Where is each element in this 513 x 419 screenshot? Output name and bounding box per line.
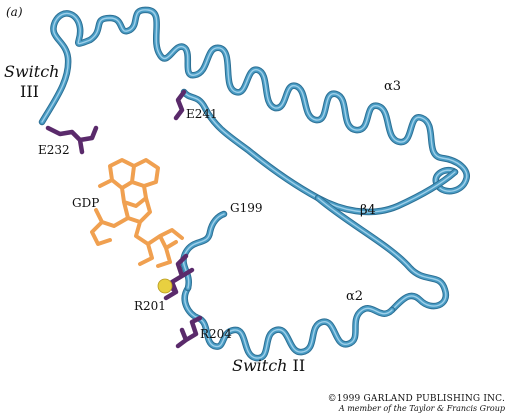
label-switch-ii-numeral: II [287, 356, 306, 375]
label-gdp: GDP [72, 196, 100, 210]
label-switch-ii: Switch II [232, 358, 305, 374]
label-e232: E232 [38, 143, 70, 157]
copyright-line-2: A member of the Taylor & Francis Group [338, 404, 505, 413]
panel-label: (a) [6, 5, 23, 19]
side-chains [45, 89, 203, 349]
label-beta4: β4 [360, 203, 376, 218]
label-e241: E241 [186, 107, 218, 121]
gdp-molecule [90, 158, 184, 268]
side-chain-e232 [45, 125, 99, 155]
label-alpha3: α3 [384, 79, 402, 94]
side-chain-r204 [175, 315, 203, 349]
label-switch-iii-numeral: III [20, 82, 39, 101]
copyright-notice: ©1999 GARLAND PUBLISHING INC. A member o… [328, 394, 505, 413]
copyright-line-1: ©1999 GARLAND PUBLISHING INC. [327, 394, 505, 404]
label-switch-iii-word: Switch [4, 62, 60, 81]
side-chain-e241 [173, 89, 187, 121]
backbone-ribbon [38, 6, 470, 362]
label-g199: G199 [230, 201, 263, 215]
label-alpha2: α2 [346, 289, 364, 304]
label-r204: R204 [200, 327, 232, 341]
label-r201: R201 [134, 299, 166, 313]
label-switch-ii-word: Switch [232, 356, 288, 375]
magnesium-ion [157, 278, 173, 294]
